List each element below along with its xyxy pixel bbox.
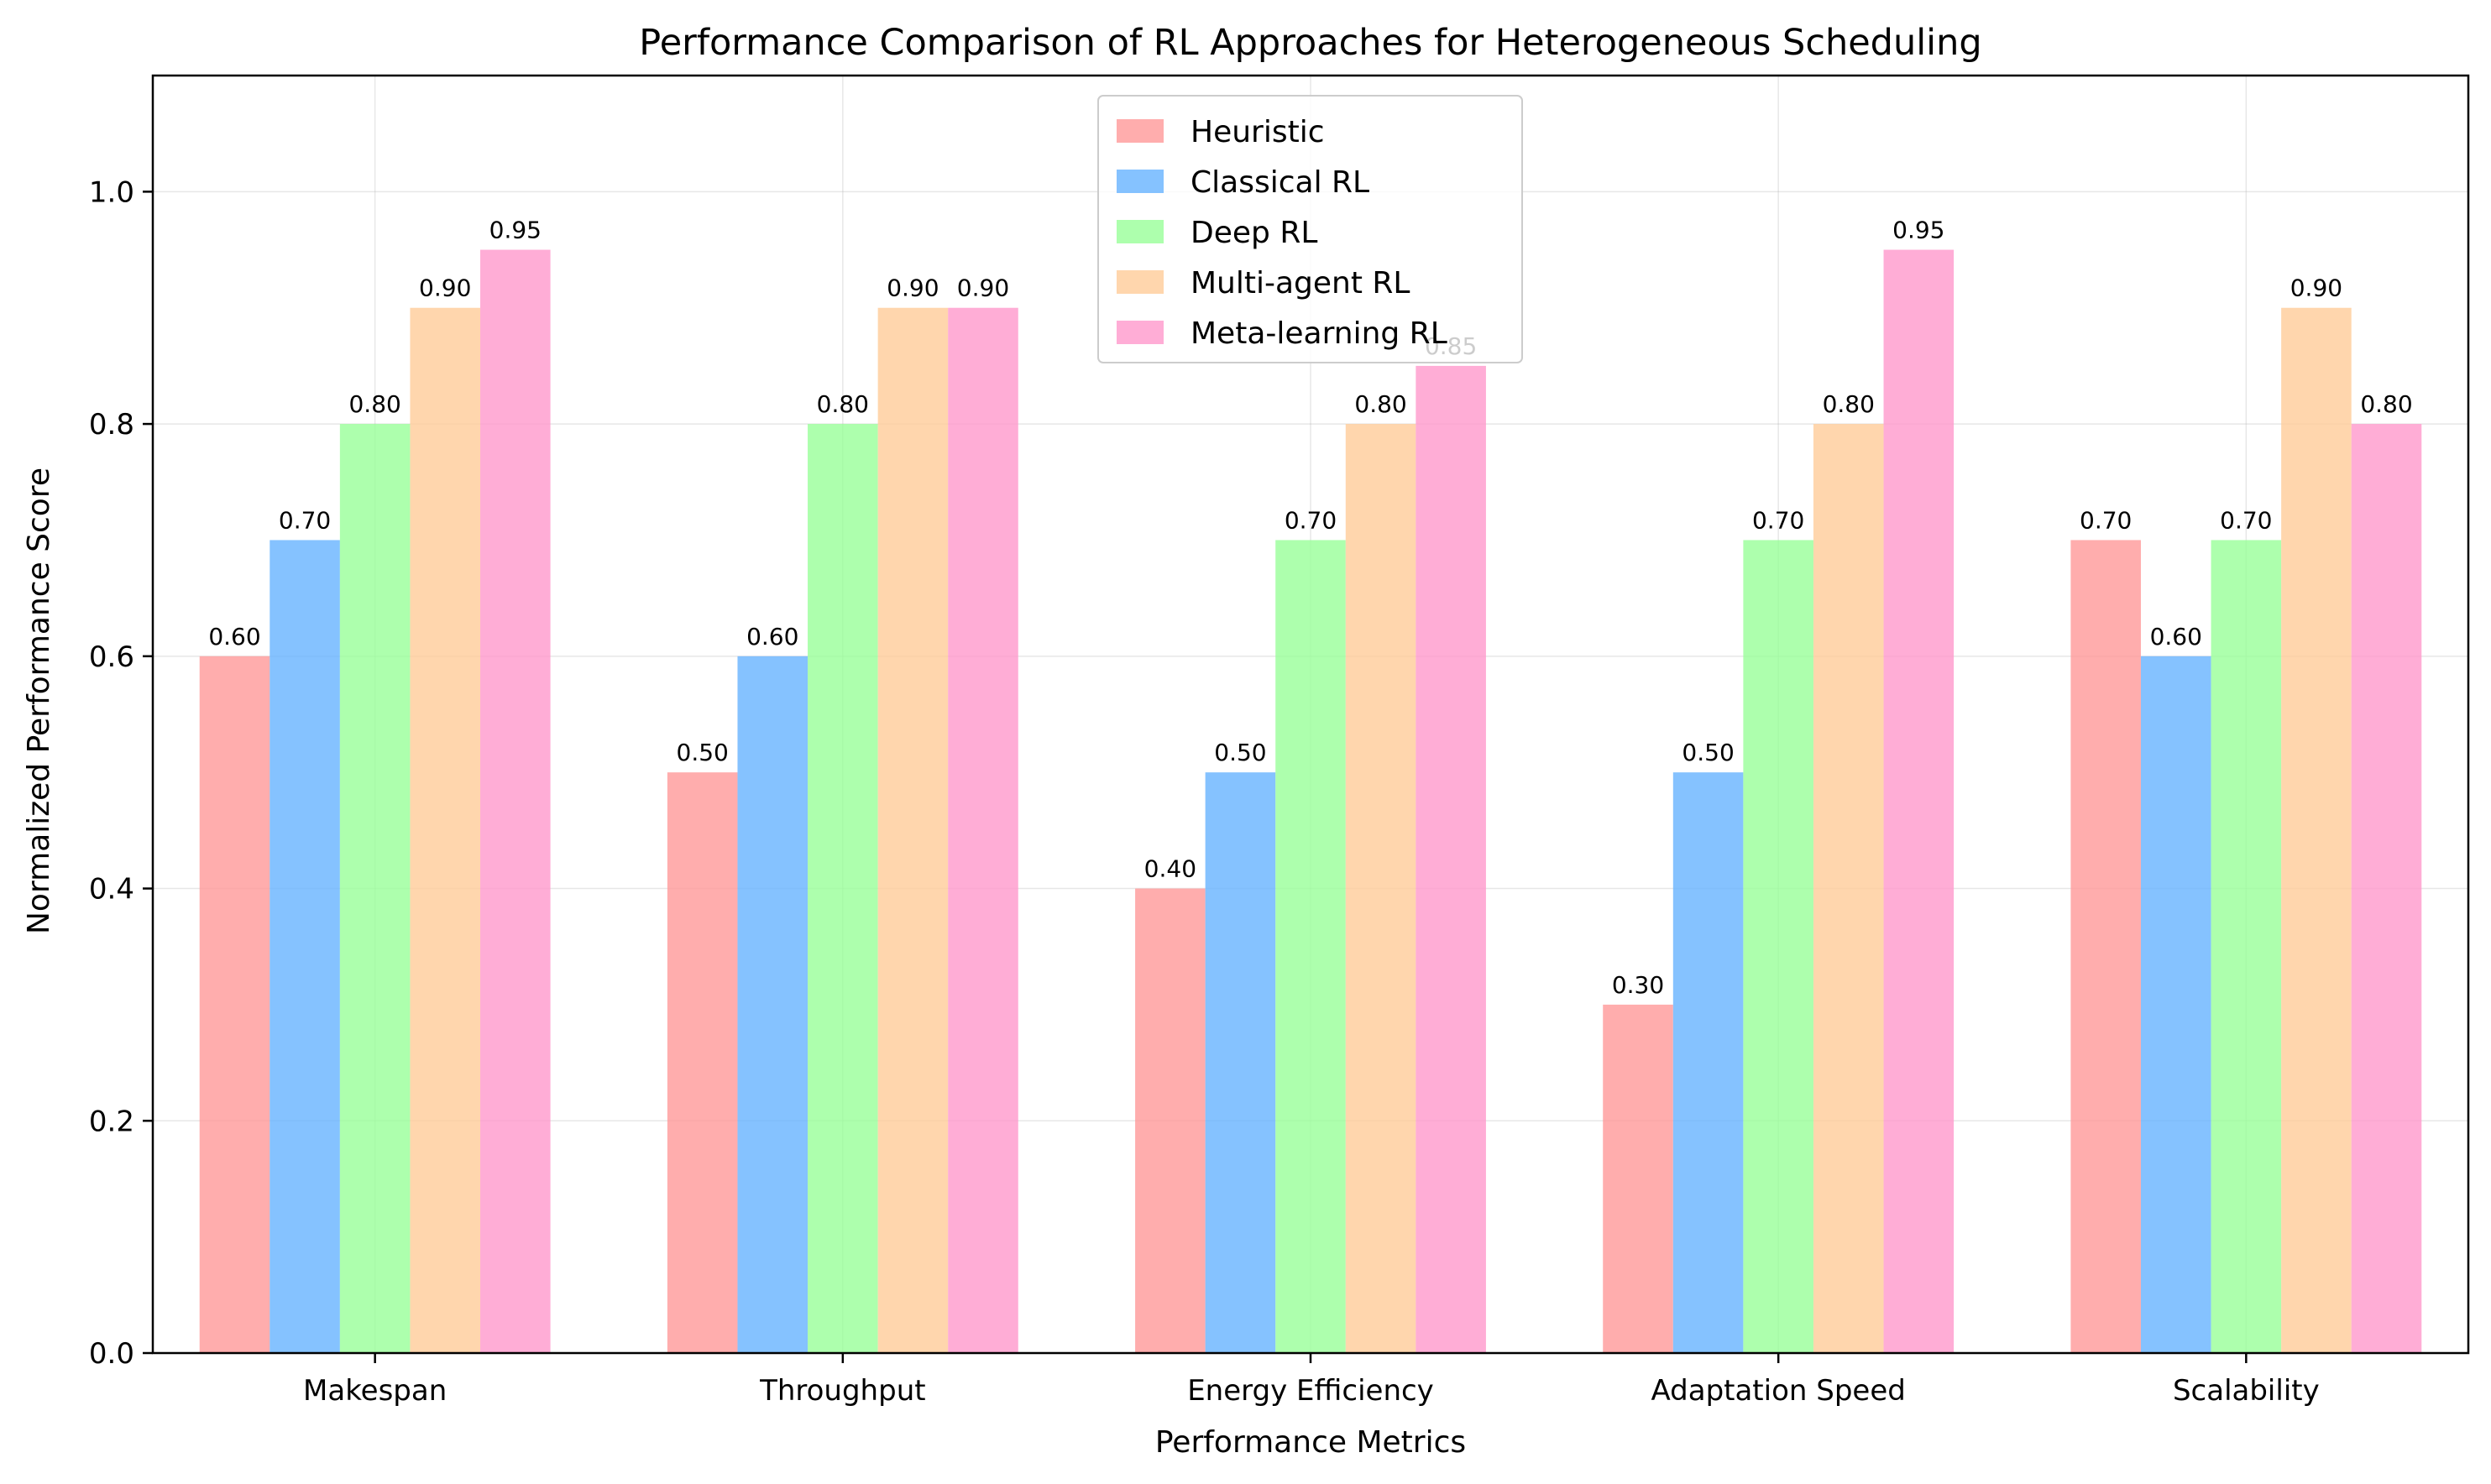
legend-box	[1097, 95, 1523, 363]
bar-value-label: 0.40	[1144, 855, 1196, 883]
y-tick-label: 1.0	[89, 175, 134, 209]
y-axis-ticks: 0.0 0.2 0.4 0.6 0.8 1.0	[89, 175, 153, 1371]
bar-heuristic-makespan	[199, 656, 270, 1353]
legend-label: Meta-learning RL	[1191, 316, 1447, 351]
bar-value-label: 0.80	[348, 390, 400, 418]
bar-multi-agent-rl-scalability	[2281, 307, 2352, 1353]
legend-swatch	[1117, 170, 1164, 193]
legend-swatch	[1117, 119, 1164, 143]
bar-classical-rl-energy-efficiency	[1205, 772, 1276, 1353]
chart-title: Performance Comparison of RL Approaches …	[639, 22, 1981, 64]
x-tick-label: Adaptation Speed	[1651, 1374, 1905, 1408]
legend-swatch	[1117, 321, 1164, 344]
legend-label: Classical RL	[1191, 165, 1369, 200]
x-tick-label: Energy Efficiency	[1187, 1374, 1434, 1408]
bar-value-label: 0.95	[489, 217, 542, 244]
bar-value-label: 0.70	[1752, 506, 1804, 534]
legend-label: Deep RL	[1191, 216, 1317, 250]
x-axis-label: Performance Metrics	[1155, 1425, 1466, 1460]
bar-meta-learning-rl-energy-efficiency	[1416, 365, 1486, 1354]
bar-value-label: 0.70	[1285, 506, 1337, 534]
bar-deep-rl-makespan	[339, 424, 411, 1353]
bar-meta-learning-rl-throughput	[948, 307, 1018, 1353]
bar-value-label: 0.80	[817, 390, 869, 418]
bar-deep-rl-scalability	[2211, 540, 2282, 1353]
bar-heuristic-scalability	[2070, 540, 2141, 1353]
y-axis-label: Normalized Performance Score	[22, 468, 56, 934]
bar-classical-rl-adaptation-speed	[1672, 772, 1744, 1353]
bar-value-label: 0.60	[746, 623, 798, 651]
x-tick-label: Makespan	[303, 1374, 447, 1408]
bar-value-label: 0.80	[2360, 390, 2412, 418]
bar-meta-learning-rl-scalability	[2351, 424, 2422, 1353]
bar-value-label: 0.90	[957, 274, 1009, 302]
legend: Heuristic Classical RL Deep RL Multi-agent …	[1097, 95, 1523, 363]
x-tick-label: Scalability	[2173, 1374, 2320, 1408]
bar-classical-rl-throughput	[737, 656, 809, 1353]
bar-classical-rl-scalability	[2140, 656, 2211, 1353]
y-tick-label: 0.0	[89, 1337, 134, 1371]
y-tick-label: 0.8	[89, 408, 134, 442]
bar-multi-agent-rl-energy-efficiency	[1345, 424, 1416, 1353]
bar-value-label: 0.70	[279, 506, 331, 534]
bar-value-label: 0.50	[677, 739, 729, 766]
legend-label: Multi-agent RL	[1191, 266, 1410, 300]
bar-value-label: 0.95	[1892, 217, 1944, 244]
legend-swatch	[1117, 220, 1164, 243]
y-tick-label: 0.4	[89, 873, 134, 907]
y-tick-label: 0.6	[89, 640, 134, 674]
bar-multi-agent-rl-throughput	[877, 307, 949, 1353]
bar-value-label: 0.60	[2150, 623, 2202, 651]
x-axis-ticks: Makespan Throughput Energy Efficiency Adapt…	[303, 1353, 2320, 1408]
bars	[199, 249, 2422, 1354]
bar-multi-agent-rl-adaptation-speed	[1813, 424, 1884, 1353]
bar-meta-learning-rl-makespan	[480, 249, 551, 1354]
bar-value-label: 0.50	[1214, 739, 1266, 766]
bar-heuristic-throughput	[667, 772, 738, 1353]
bar-heuristic-adaptation-speed	[1603, 1004, 1673, 1353]
legend-swatch	[1117, 270, 1164, 294]
bar-multi-agent-rl-makespan	[410, 307, 481, 1353]
bar-value-label: 0.30	[1612, 971, 1664, 999]
bar-deep-rl-adaptation-speed	[1743, 540, 1813, 1353]
bar-heuristic-energy-efficiency	[1135, 888, 1206, 1353]
x-tick-label: Throughput	[759, 1374, 926, 1408]
bar-value-label: 0.90	[2290, 274, 2342, 302]
bar-value-labels: 0.60 0.50 0.40 0.30 0.70 0.70 0.60 0.50 0.50 0.60…	[208, 217, 2412, 999]
y-tick-label: 0.2	[89, 1105, 134, 1138]
bar-deep-rl-energy-efficiency	[1275, 540, 1346, 1353]
bar-value-label: 0.60	[208, 623, 260, 651]
bar-value-label: 0.90	[419, 274, 471, 302]
bar-deep-rl-throughput	[808, 424, 878, 1353]
bar-meta-learning-rl-adaptation-speed	[1883, 249, 1955, 1354]
bar-value-label: 0.70	[2080, 506, 2132, 534]
bar-classical-rl-makespan	[270, 540, 340, 1353]
bar-value-label: 0.50	[1682, 739, 1734, 766]
bar-value-label: 0.80	[1354, 390, 1406, 418]
bar-value-label: 0.70	[2220, 506, 2272, 534]
bar-value-label: 0.90	[887, 274, 939, 302]
bar-value-label: 0.80	[1823, 390, 1875, 418]
legend-label: Heuristic	[1191, 115, 1325, 149]
